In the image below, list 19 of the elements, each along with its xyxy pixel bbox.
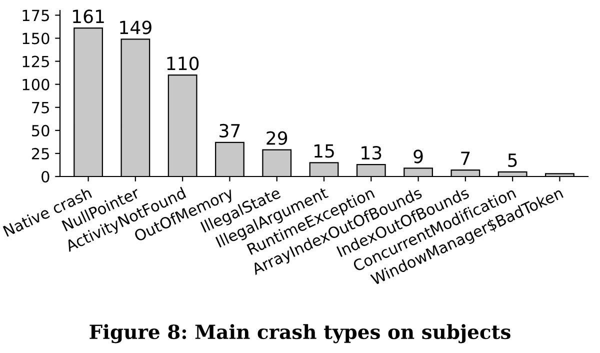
y-tick-label: 125	[22, 56, 49, 68]
data-label: 29	[266, 131, 288, 145]
data-label: 9	[414, 150, 423, 164]
data-label: 7	[461, 152, 470, 165]
data-label: 13	[362, 146, 382, 160]
data-label: 37	[220, 124, 240, 138]
data-label: 149	[120, 20, 152, 34]
y-tick-label: 50	[32, 124, 50, 136]
data-label: 15	[314, 144, 334, 158]
y-tick-label: 150	[22, 32, 50, 44]
y-tick-label: 25	[32, 148, 49, 160]
y-tick-label: 175	[22, 10, 49, 22]
y-tick-label: 0	[42, 170, 50, 183]
data-label: 110	[167, 56, 199, 70]
data-label: 5	[508, 154, 517, 168]
y-tick-label: 100	[22, 78, 50, 90]
data-label: 161	[73, 10, 104, 24]
caption: Figure 8: Main crash types on subjects	[90, 324, 510, 344]
y-tick-label: 75	[32, 102, 49, 114]
